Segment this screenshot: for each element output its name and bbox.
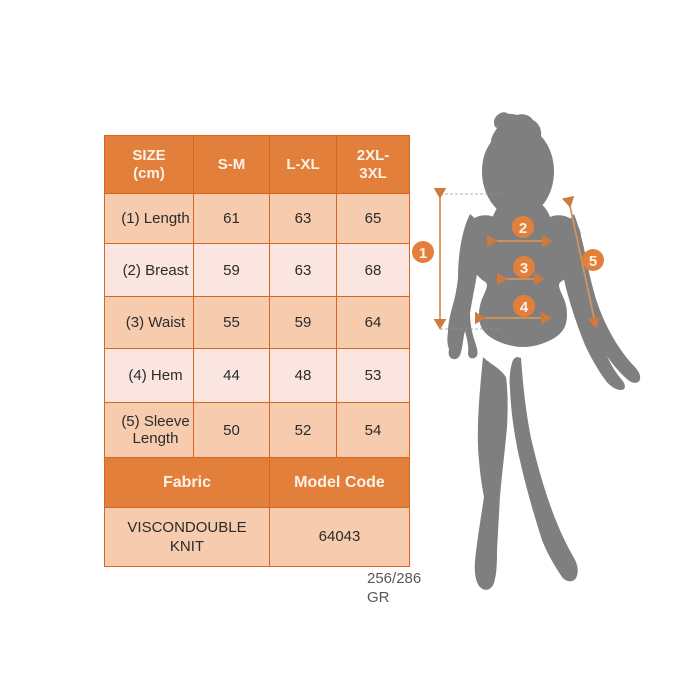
svg-text:5: 5 — [589, 253, 597, 270]
svg-text:1: 1 — [419, 245, 427, 262]
svg-text:3: 3 — [520, 260, 528, 277]
svg-text:2: 2 — [519, 220, 527, 237]
svg-text:4: 4 — [520, 299, 529, 316]
